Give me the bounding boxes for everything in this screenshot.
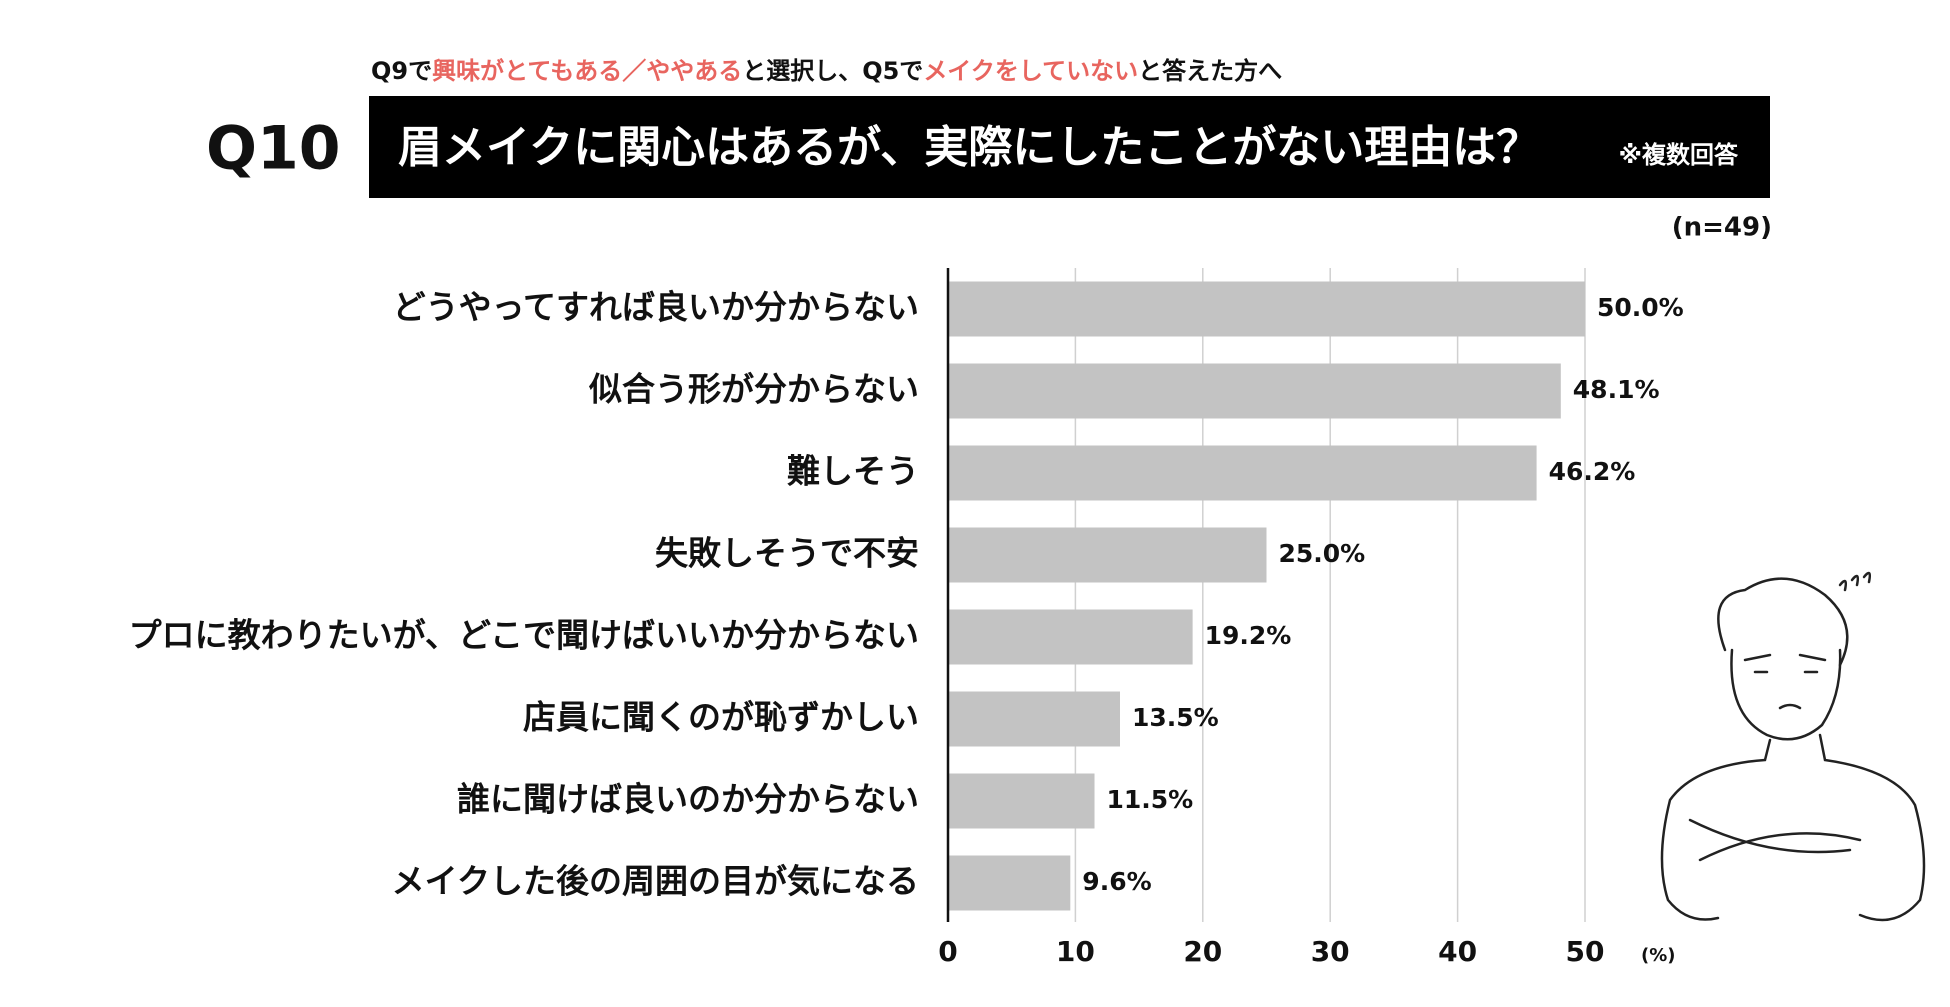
category-label: メイクした後の周囲の目が気になる (392, 862, 919, 901)
x-tick-label: 40 (1438, 935, 1477, 968)
category-label: 似合う形が分からない (588, 370, 919, 409)
value-label: 25.0% (1279, 539, 1366, 568)
subtitle-segment: 興味がとてもある／ややある (432, 57, 742, 85)
category-label: プロに教わりたいが、どこで聞けばいいか分からない (129, 616, 919, 655)
x-tick-label: 10 (1056, 935, 1095, 968)
value-label: 9.6% (1082, 867, 1151, 896)
bar (948, 609, 1193, 665)
category-label: 店員に聞くのが恥ずかしい (523, 698, 919, 737)
category-label: どうやってすれば良いか分からない (393, 288, 919, 327)
value-label: 13.5% (1132, 703, 1219, 732)
x-axis-label: (%) (1641, 945, 1676, 966)
subtitle: Q9で興味がとてもある／ややあると選択し、Q5でメイクをしていないと答えた方へ (371, 57, 1282, 85)
bar (948, 445, 1537, 501)
value-label: 50.0% (1597, 293, 1684, 322)
subtitle-segment: と答えた方へ (1138, 57, 1282, 85)
category-label: 失敗しそうで不安 (655, 534, 919, 573)
question-number: Q10 (206, 114, 341, 184)
title-box (369, 96, 1770, 198)
category-label: 誰に聞けば良いのか分からない (457, 780, 919, 819)
category-label: 難しそう (787, 452, 919, 491)
chart-title: 眉メイクに関心はあるが、実際にしたことがない理由は？ (398, 122, 1540, 173)
x-tick-label: 30 (1311, 935, 1350, 968)
bar (948, 363, 1561, 419)
value-label: 11.5% (1107, 785, 1194, 814)
value-label: 48.1% (1573, 375, 1660, 404)
value-label: 46.2% (1549, 457, 1636, 486)
title-note: ※複数回答 (1619, 141, 1739, 169)
x-tick-label: 0 (938, 935, 957, 968)
bar (948, 855, 1071, 911)
illustration (1660, 571, 1926, 922)
bar (948, 281, 1585, 337)
value-label: 19.2% (1205, 621, 1292, 650)
bar (948, 691, 1120, 747)
subtitle-segment: Q9で (371, 57, 432, 85)
sample-size: (n=49) (1672, 213, 1772, 243)
x-tick-label: 20 (1183, 935, 1222, 968)
bar (948, 773, 1095, 829)
bar (948, 527, 1267, 583)
subtitle-segment: と選択し、Q5で (742, 57, 923, 85)
x-tick-label: 50 (1566, 935, 1605, 968)
subtitle-segment: メイクをしていない (923, 57, 1138, 85)
